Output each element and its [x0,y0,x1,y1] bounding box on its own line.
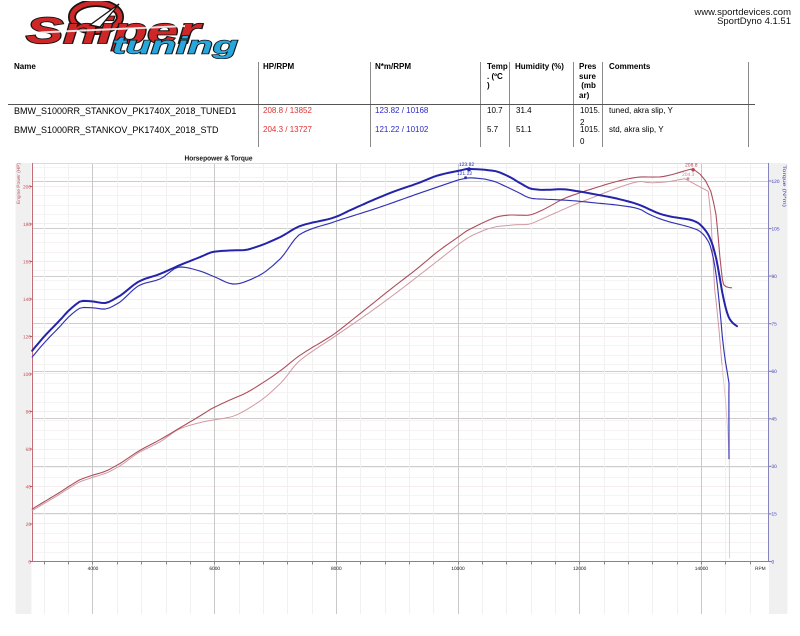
svg-text:Torque (N*m): Torque (N*m) [781,165,787,208]
svg-text:14000: 14000 [695,566,709,572]
svg-text:120: 120 [23,334,31,340]
svg-text:105: 105 [772,226,780,232]
svg-text:60: 60 [26,447,32,453]
svg-text:4000: 4000 [88,566,99,572]
svg-text:10000: 10000 [451,566,465,572]
svg-text:Sniper: Sniper [26,10,203,51]
svg-text:45: 45 [772,417,778,423]
svg-text:90: 90 [772,274,778,280]
svg-text:40: 40 [26,484,32,490]
svg-text:tuning: tuning [112,33,239,60]
svg-text:100: 100 [23,372,31,378]
svg-text:0: 0 [772,559,775,565]
svg-text:140: 140 [23,297,31,303]
svg-text:Horsepower & Torque: Horsepower & Torque [185,154,253,163]
svg-text:0: 0 [28,559,31,565]
svg-text:15: 15 [772,512,778,518]
svg-text:204.3: 204.3 [682,172,695,178]
svg-text:123.82: 123.82 [459,162,475,168]
svg-text:6000: 6000 [209,566,220,572]
svg-text:20: 20 [26,522,32,528]
svg-text:8000: 8000 [331,566,342,572]
svg-text:30: 30 [772,464,778,470]
svg-text:208.8: 208.8 [685,163,698,169]
svg-text:12000: 12000 [573,566,587,572]
svg-text:120: 120 [772,179,780,185]
svg-text:121.22: 121.22 [457,171,473,177]
svg-text:RPM: RPM [755,566,766,572]
svg-text:60: 60 [772,369,778,375]
svg-text:200: 200 [23,184,31,190]
svg-text:180: 180 [23,222,31,228]
svg-text:75: 75 [772,322,778,328]
svg-text:160: 160 [23,259,31,265]
svg-text:80: 80 [26,409,32,415]
svg-text:Engine Power (HP): Engine Power (HP) [16,163,22,204]
